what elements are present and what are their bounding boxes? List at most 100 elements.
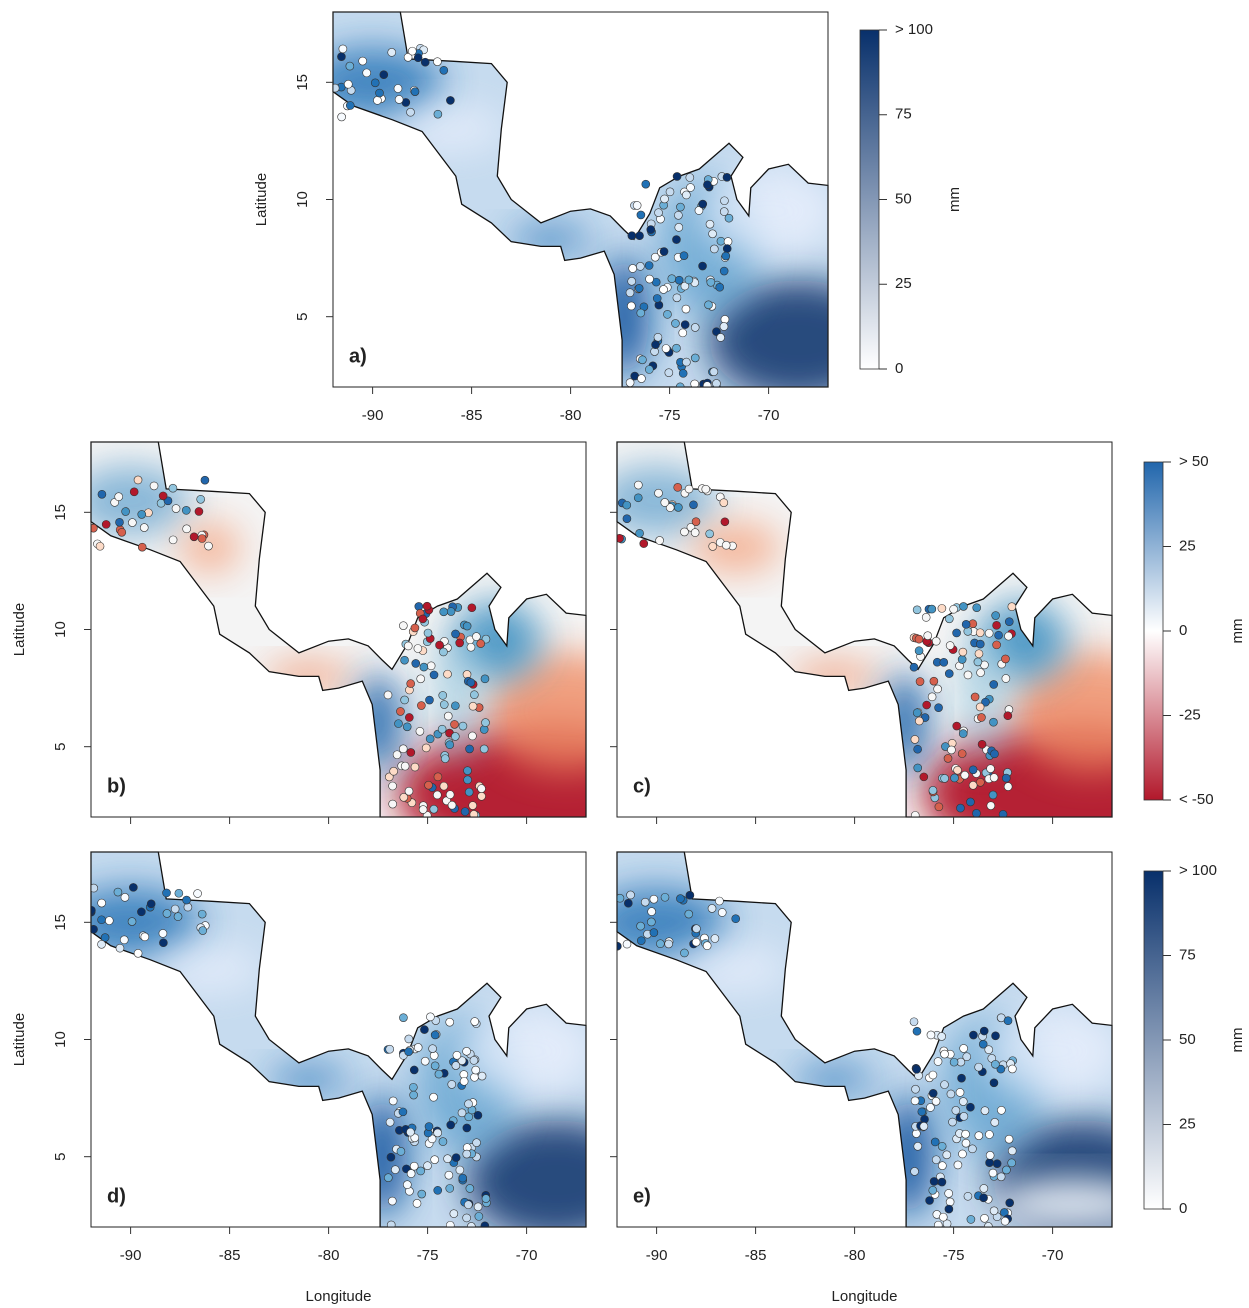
- station: [200, 475, 210, 485]
- station: [433, 1128, 442, 1138]
- station: [701, 484, 711, 494]
- station: [193, 889, 202, 898]
- station: [412, 1199, 422, 1208]
- station: [972, 809, 981, 817]
- station: [438, 1137, 448, 1146]
- intensity: [922, 723, 1112, 817]
- station: [429, 670, 439, 680]
- station: [698, 199, 708, 209]
- station: [133, 475, 143, 485]
- station: [975, 702, 985, 712]
- station: [129, 487, 139, 497]
- intensity: [154, 944, 265, 995]
- station: [419, 662, 429, 672]
- x-tick-label: -70: [758, 407, 780, 424]
- station: [690, 379, 699, 387]
- station: [912, 1065, 921, 1074]
- station: [968, 781, 978, 790]
- station: [933, 1220, 943, 1227]
- station: [707, 904, 717, 913]
- colorbar-tick-label: > 50: [1179, 453, 1209, 470]
- station: [472, 632, 481, 641]
- station: [446, 607, 456, 616]
- station: [413, 53, 423, 63]
- station: [652, 294, 662, 303]
- colorbar: 0 25 50 75 > 100 mm: [1143, 862, 1246, 1217]
- station: [722, 173, 732, 182]
- station: [989, 717, 998, 727]
- colorbar-tick-label: < -50: [1179, 791, 1214, 808]
- station: [168, 483, 178, 493]
- station: [422, 601, 432, 611]
- station: [385, 1044, 395, 1054]
- station: [678, 328, 688, 338]
- station: [417, 701, 426, 710]
- station: [433, 109, 443, 119]
- station: [942, 1219, 952, 1227]
- land: [333, 12, 828, 387]
- station: [474, 1212, 484, 1221]
- intensity: [510, 224, 591, 255]
- station: [966, 797, 975, 807]
- station: [468, 801, 478, 810]
- station: [467, 1222, 476, 1227]
- station: [723, 237, 733, 246]
- station: [433, 790, 442, 800]
- station: [910, 811, 920, 817]
- station: [958, 1097, 968, 1106]
- station: [459, 1077, 469, 1086]
- station: [955, 1088, 965, 1097]
- station: [622, 500, 632, 510]
- station: [473, 1110, 483, 1120]
- station: [956, 803, 965, 813]
- station: [457, 1056, 467, 1065]
- station: [635, 231, 644, 241]
- station: [173, 912, 183, 921]
- station: [182, 895, 191, 905]
- station: [477, 1071, 487, 1081]
- station: [928, 1070, 938, 1080]
- station: [338, 44, 348, 54]
- station: [961, 1129, 970, 1139]
- station: [940, 1049, 949, 1059]
- station: [445, 740, 455, 750]
- station: [925, 1196, 934, 1205]
- station: [966, 1215, 976, 1224]
- station: [649, 928, 659, 937]
- station: [647, 917, 656, 927]
- colorbar-tick-label: > 100: [1179, 862, 1217, 879]
- station: [953, 1160, 963, 1170]
- colorbar-unit: mm: [1229, 619, 1246, 644]
- station: [992, 640, 1001, 650]
- station: [633, 493, 643, 503]
- stations: [91, 475, 491, 817]
- colorbar-tick-label: 25: [1179, 1115, 1196, 1132]
- station: [933, 1057, 943, 1066]
- station: [375, 88, 384, 98]
- station: [626, 890, 635, 900]
- station: [410, 1133, 420, 1143]
- station: [386, 1152, 396, 1162]
- y-tick-label: 5: [294, 313, 311, 321]
- station: [672, 343, 681, 353]
- station: [416, 1166, 425, 1176]
- station: [959, 1112, 969, 1121]
- station: [986, 764, 995, 773]
- station: [674, 223, 684, 232]
- intensity: [396, 723, 586, 817]
- station: [676, 894, 685, 903]
- x-tick-label: -75: [417, 1247, 439, 1264]
- station: [440, 754, 450, 763]
- station: [919, 1122, 929, 1131]
- station: [634, 284, 644, 293]
- station: [645, 274, 654, 284]
- x-tick-label: -85: [745, 1247, 767, 1264]
- colorbar-tick-label: > 100: [895, 21, 933, 38]
- station: [465, 1184, 475, 1193]
- station: [462, 1149, 472, 1159]
- station: [721, 251, 731, 261]
- colorbar-tick-label: 75: [1179, 946, 1196, 963]
- colorbar-unit: mm: [946, 187, 963, 212]
- station: [944, 1189, 953, 1198]
- panel-label: e): [633, 1185, 651, 1207]
